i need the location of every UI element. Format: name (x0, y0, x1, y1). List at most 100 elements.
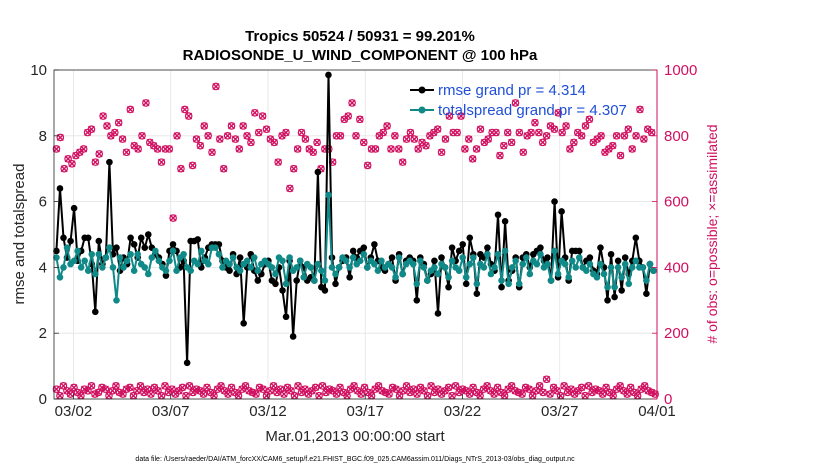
obs-assimilated-marker (570, 138, 578, 146)
obs-assimilated-marker (582, 122, 590, 130)
obs-possible-marker (538, 138, 547, 147)
totalspread-point (109, 264, 117, 271)
totalspread-point (70, 257, 78, 265)
obs-assimilated-marker (216, 135, 224, 143)
obs-possible-marker-low (336, 383, 344, 392)
totalspread-point (74, 247, 81, 255)
obs-possible-marker (181, 105, 189, 114)
rmse-point (282, 313, 290, 321)
data-file-footnote: data file: /Users/raeder/DAI/ATM_forcXX/… (135, 456, 575, 463)
obs-assimilated-marker (640, 135, 648, 143)
totalspread-point (162, 267, 170, 274)
obs-possible-marker-low (84, 386, 92, 395)
rmse-point (431, 257, 438, 265)
obs-possible-marker (383, 122, 391, 130)
y-left-tick-label: 4 (39, 259, 47, 276)
rmse-point (53, 247, 60, 255)
obs-possible-marker (581, 122, 590, 130)
obs-possible-marker (550, 125, 559, 134)
rmse-point (501, 218, 509, 225)
obs-possible-marker-low (101, 385, 110, 393)
obs-assimilated-marker (550, 125, 558, 133)
totalspread-point (102, 254, 110, 261)
x-tick-label: 03/07 (152, 403, 190, 420)
obs-possible-marker (468, 155, 477, 163)
obs-assimilated-marker-low (599, 390, 607, 398)
obs-possible-marker-low (490, 390, 498, 398)
obs-assimilated-marker-low (178, 383, 186, 391)
obs-assimilated-marker (399, 158, 407, 166)
totalspread-point (53, 254, 60, 261)
obs-assimilated-marker (511, 99, 519, 107)
obs-possible-marker (511, 99, 520, 107)
totalspread-point (215, 250, 223, 258)
obs-assimilated-marker (562, 122, 570, 130)
obs-possible-marker (585, 115, 594, 124)
rmse-point (604, 297, 611, 304)
rmse-point (434, 310, 442, 317)
totalspread-point (205, 260, 212, 268)
totalspread-point (88, 250, 96, 258)
obs-assimilated-marker-low (536, 382, 544, 390)
obs-assimilated-marker (119, 135, 127, 143)
obs-possible-marker-low (567, 385, 575, 393)
totalspread-point (568, 257, 576, 265)
obs-assimilated-marker (383, 122, 391, 130)
obs-assimilated-marker-low (385, 390, 393, 398)
obs-possible-marker-low (199, 390, 208, 398)
obs-possible-marker (352, 132, 360, 140)
obs-possible-marker (496, 151, 504, 160)
totalspread-point (84, 267, 92, 274)
totalspread-point (498, 277, 505, 284)
totalspread-point (611, 283, 618, 291)
totalspread-point (187, 267, 194, 274)
obs-assimilated-marker-low (578, 383, 586, 391)
obs-possible-marker (437, 148, 446, 157)
rmse-point (466, 234, 474, 242)
obs-possible-marker-low (546, 390, 554, 398)
totalspread-point (487, 270, 495, 278)
obs-possible-marker-low (532, 386, 540, 395)
obs-assimilated-marker (531, 119, 539, 127)
obs-assimilated-marker-low (52, 385, 60, 393)
obs-possible-marker (503, 128, 512, 137)
rmse-point (162, 272, 170, 279)
totalspread-point (462, 273, 470, 281)
rmse-point (643, 290, 650, 298)
obs-possible-marker-low (577, 383, 586, 392)
obs-assimilated-marker-low (199, 390, 207, 398)
obs-assimilated-marker-low (245, 387, 253, 395)
obs-possible-marker (173, 132, 181, 140)
obs-possible-marker (219, 164, 228, 173)
totalspread-point (91, 270, 99, 278)
obs-possible-marker (636, 105, 644, 114)
obs-assimilated-marker (632, 132, 640, 140)
obs-assimilated-marker (80, 145, 88, 153)
obs-possible-marker (52, 145, 61, 153)
obs-possible-marker-low (91, 390, 99, 398)
totalspread-point (219, 264, 226, 271)
totalspread-point (180, 250, 187, 258)
rmse-point (236, 254, 244, 261)
obs-possible-marker (118, 135, 127, 143)
legend-spread-label: totalspread grand pr = 4.307 (438, 102, 627, 119)
y-left-axis-label: rmse and totalspread (11, 164, 28, 305)
obs-possible-marker (64, 155, 72, 163)
rmse-point (597, 244, 604, 251)
obs-assimilated-marker-low (368, 392, 376, 400)
obs-possible-marker (79, 145, 88, 153)
obs-possible-marker-low (115, 388, 124, 397)
obs-possible-marker (297, 128, 306, 137)
obs-possible-marker (394, 145, 403, 153)
totalspread-point (194, 260, 202, 268)
obs-possible-marker (414, 145, 423, 153)
obs-assimilated-marker-low (66, 390, 74, 398)
rmse-point (618, 287, 625, 294)
obs-possible-marker-low (143, 385, 152, 393)
obs-possible-marker (566, 145, 574, 153)
obs-possible-marker (647, 128, 656, 137)
obs-assimilated-marker (364, 161, 372, 169)
obs-assimilated-marker (309, 148, 317, 156)
totalspread-point (473, 280, 481, 288)
obs-assimilated-marker (173, 132, 181, 140)
